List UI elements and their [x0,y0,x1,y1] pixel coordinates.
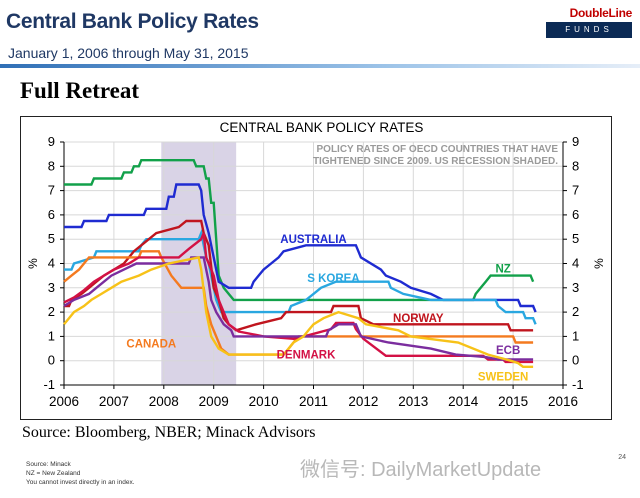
y-tick-label-right: 0 [572,353,579,368]
x-tick-label: 2006 [49,394,79,409]
footnote-nz: NZ = New Zealand [26,470,81,477]
x-tick-label: 2016 [548,394,578,409]
series-line-sweden [63,255,534,368]
y-tick-label-right: 1 [572,328,579,343]
series-label-australia: AUSTRALIA [280,234,346,246]
chart-annotation-line: TIGHTENED SINCE 2009. US RECESSION SHADE… [313,156,558,167]
header-divider [0,64,640,68]
y-tick-label-right: 7 [572,183,579,198]
company-logo: DoubleLine FUNDS [546,6,632,46]
y-tick-label-right: 3 [572,280,579,295]
y-tick-label-left: 0 [48,353,55,368]
y-tick-label-left: 8 [48,158,55,173]
series-label-denmark: DENMARK [277,350,336,362]
y-tick-label-left: 5 [48,231,55,246]
footnote-source: Source: Minack [26,461,71,468]
y-tick-label-right: 2 [572,304,579,319]
source-line: Source: Bloomberg, NBER; Minack Advisors [22,424,316,441]
y-tick-label-left: 3 [48,280,55,295]
chart-annotation-line: POLICY RATES OF OECD COUNTRIES THAT HAVE [317,144,559,155]
slide-subtitle: January 1, 2006 through May 31, 2015 [8,45,249,61]
y-tick-label-left: 2 [48,304,55,319]
x-tick-label: 2011 [299,394,328,409]
x-tick-label: 2014 [448,394,479,409]
y-tick-label-left: 4 [48,256,55,271]
chart-frame: NZ AUSTRALIA S KOREA NORWAY CANADA DENMARK ECB… [20,116,612,420]
slide-title: Central Bank Policy Rates [6,10,259,33]
series-line-denmark [63,232,534,364]
series-label-norway: NORWAY [393,313,444,325]
x-tick-label: 2015 [498,394,528,409]
y-tick-label-left: 7 [48,183,55,198]
y-tick-label-left: 1 [48,328,55,343]
series-label-nz: NZ [495,263,510,275]
series-label-canada: CANADA [126,339,176,351]
y-tick-label-right: 9 [572,134,579,149]
footnote-disclaimer: You cannot invest directly in an index. [26,479,135,486]
slide-heading: Full Retreat [20,78,140,103]
y-tick-label-left: 9 [48,134,55,149]
policy-rates-chart: NZ AUSTRALIA S KOREA NORWAY CANADA DENMARK ECB… [26,120,606,409]
y-axis-label-left: % [26,258,40,269]
y-tick-label-right: 5 [572,231,579,246]
x-tick-label: 2007 [99,394,129,409]
series-label-s-korea: S KOREA [307,273,359,285]
y-tick-label-right: 8 [572,158,579,173]
series-line-nz [64,159,535,302]
x-tick-label: 2013 [398,394,428,409]
footnotes: Source: Minack NZ = New Zealand You cann… [26,460,135,487]
series-line-s-korea [64,229,537,325]
y-axis-label-right: % [592,258,606,269]
x-tick-label: 2010 [249,394,279,409]
series-line-australia [64,183,537,313]
y-tick-label-left: 6 [48,207,55,222]
logo-wordmark: DoubleLine [569,6,633,20]
series-label-sweden: SWEDEN [478,371,528,383]
y-tick-label-right: 6 [572,207,579,222]
x-tick-label: 2012 [348,394,378,409]
series-label-ecb: ECB [496,345,520,357]
x-tick-label: 2009 [199,394,229,409]
y-tick-label-left: -1 [43,377,55,392]
y-tick-label-right: 4 [572,256,579,271]
page-number: 24 [618,454,626,461]
watermark-text: 微信号: DailyMarketUpdate [300,459,542,481]
x-tick-label: 2008 [149,394,179,409]
logo-funds-bar: FUNDS [546,22,632,38]
chart-title: CENTRAL BANK POLICY RATES [220,120,424,135]
y-tick-label-right: -1 [572,377,584,392]
series-line-ecb [63,256,534,361]
